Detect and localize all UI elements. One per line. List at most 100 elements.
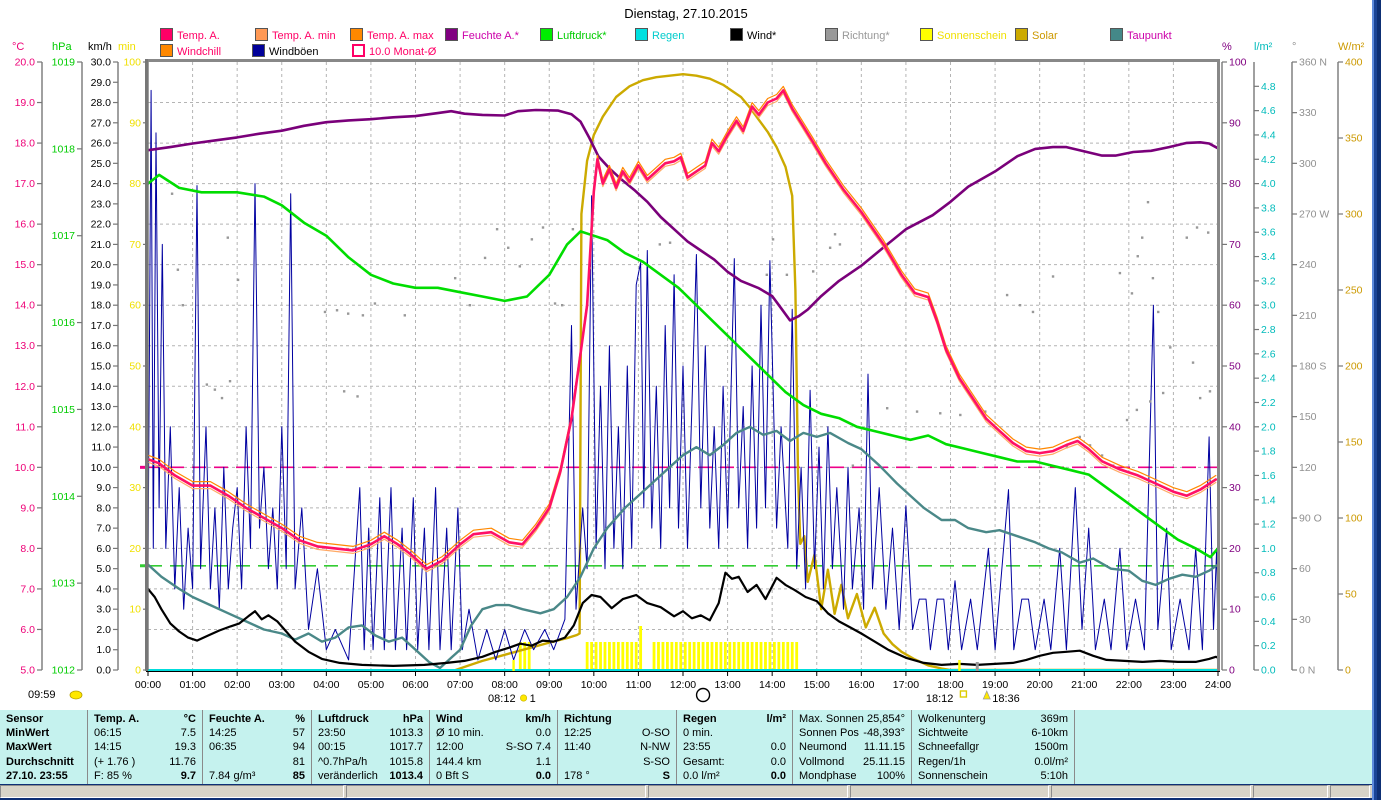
y-tick-label-lm2: 2.4 xyxy=(1261,373,1276,385)
chart-plot: 5.06.07.08.09.010.011.012.013.014.015.01… xyxy=(12,41,1365,705)
sunshine-bar xyxy=(728,642,732,670)
legend-label: Solar xyxy=(1032,30,1058,42)
table-cell: 0.0 xyxy=(770,755,786,768)
table-cell: 6-10km xyxy=(1031,727,1068,740)
wind-direction-dot xyxy=(228,380,232,383)
sunshine-bar xyxy=(599,642,602,670)
table-cell: S-SO 7.4 xyxy=(505,741,551,754)
sunshine-bar xyxy=(750,642,754,670)
y-tick-label-pct: 30 xyxy=(1229,482,1241,494)
table-cell: 100% xyxy=(876,769,905,782)
table-row: 12:00 S-SO 7.4 xyxy=(430,740,557,754)
sunshine-bar xyxy=(523,642,527,670)
sunshine-bar xyxy=(737,642,741,670)
y-tick-label-deg: 300 xyxy=(1299,158,1317,170)
y-tick-label-deg: 0 N xyxy=(1299,665,1315,677)
y-tick-label-tC: 14.0 xyxy=(15,300,36,312)
y-tick-label-kmh: 24.0 xyxy=(91,178,112,190)
table-cell: 14:25 xyxy=(209,727,237,740)
y-tick-label-hPa: 1013 xyxy=(52,578,76,590)
table-row: Luftdruck hPa xyxy=(312,712,429,726)
y-tick-label-lm2: 1.2 xyxy=(1261,519,1276,531)
table-cell: Gesamt: xyxy=(683,755,725,768)
table-cell: 0.0 xyxy=(770,741,786,754)
x-tick-label: 22:00 xyxy=(1116,679,1142,691)
x-tick-label: 05:00 xyxy=(358,679,384,691)
y-tick-label-tC: 13.0 xyxy=(15,340,36,352)
legend-item-temp-a-min: Temp. A. min xyxy=(255,28,336,42)
table-column-temp-a-: Temp. A. °C 06:15 7.5 14:15 19.3 (+ 1.76 ) 11.7… xyxy=(88,710,203,784)
y-tick-label-wm2: 350 xyxy=(1345,133,1363,145)
y-tick-label-tC: 16.0 xyxy=(15,219,36,231)
table-cell: S-SO xyxy=(643,755,670,768)
table-cell: Max. Sonnen xyxy=(799,713,864,725)
wind-direction-dot xyxy=(838,243,842,246)
y-tick-label-deg: 180 S xyxy=(1299,361,1326,373)
table-cell: 06:15 xyxy=(94,727,122,740)
table-cell: Vollmond xyxy=(799,755,845,768)
wind-direction-dot xyxy=(507,246,510,249)
table-cell: (+ 1.76 ) xyxy=(94,755,136,768)
table-cell: 12:00 xyxy=(436,741,464,754)
y-tick-label-min: 80 xyxy=(129,178,141,190)
table-row: Regen l/m² xyxy=(677,712,792,726)
y-tick-label-tC: 9.0 xyxy=(20,502,35,514)
x-tick-label: 06:00 xyxy=(402,679,428,691)
table-cell: 11.76 xyxy=(169,755,196,768)
table-column-filler xyxy=(1075,710,1372,784)
y-tick-label-pct: 10 xyxy=(1229,604,1241,616)
table-cell: Mondphase xyxy=(799,769,857,782)
y-tick-label-lm2: 4.0 xyxy=(1261,178,1276,190)
table-row: Neumond 11.11.15 xyxy=(793,740,911,754)
y-tick-label-pct: 50 xyxy=(1229,361,1241,373)
wind-direction-dot xyxy=(771,238,775,241)
legend-label: Sonnenschein xyxy=(937,30,1007,42)
y-tick-label-kmh: 23.0 xyxy=(91,198,112,210)
table-cell: 06:35 xyxy=(209,741,237,754)
table-column-regen: Regen l/m² 0 min. 23:55 0.0 Gesamt: 0.0 0.0 l/m… xyxy=(677,710,793,784)
y-tick-label-wm2: 100 xyxy=(1345,513,1363,525)
y-tick-label-wm2: 150 xyxy=(1345,437,1363,449)
y-tick-label-lm2: 2.8 xyxy=(1261,324,1276,336)
wind-direction-dot xyxy=(530,238,534,241)
table-cell: Regen xyxy=(683,713,717,725)
sunshine-bar xyxy=(639,626,643,670)
table-row: Schneefallgr 1500m xyxy=(912,740,1074,754)
y-tick-label-lm2: 0.8 xyxy=(1261,567,1276,579)
legend-label: Richtung* xyxy=(842,30,890,42)
table-row: Ø 10 min. 0.0 xyxy=(430,726,557,740)
table-cell: 23:50 xyxy=(318,727,346,740)
sunshine-bar xyxy=(710,642,714,670)
wind-direction-dot xyxy=(785,273,789,276)
table-column-info-1: Max. Sonnen 25,854° Sonnen Pos -48,393° Neum… xyxy=(793,710,912,784)
y-axis-unit-lm2: l/m² xyxy=(1254,41,1273,53)
table-cell: 1013.3 xyxy=(389,727,423,740)
y-tick-label-kmh: 6.0 xyxy=(96,543,111,555)
table-row: 14:25 57 xyxy=(203,726,311,740)
table-cell: -48,393° xyxy=(863,727,905,740)
table-cell: Schneefallgr xyxy=(918,741,980,754)
y-tick-label-tC: 17.0 xyxy=(15,178,36,190)
series-taupunkt xyxy=(146,425,1220,670)
y-tick-label-tC: 11.0 xyxy=(15,421,35,433)
y-tick-label-wm2: 250 xyxy=(1345,285,1363,297)
legend-color-swatch xyxy=(825,28,838,41)
table-cell: 85 xyxy=(292,769,305,782)
y-tick-label-kmh: 27.0 xyxy=(91,117,112,129)
wind-direction-dot xyxy=(323,310,327,314)
legend-item-regen: Regen xyxy=(635,28,684,42)
y-tick-label-lm2: 0.6 xyxy=(1261,592,1276,604)
plot-border-left xyxy=(145,59,148,671)
x-tick-label: 03:00 xyxy=(269,679,295,691)
y-tick-label-deg: 270 W xyxy=(1299,209,1329,221)
table-cell: 12:25 xyxy=(564,727,592,740)
legend-color-swatch xyxy=(920,28,933,41)
sunshine-bar xyxy=(786,642,790,670)
table-row: Sensor xyxy=(0,712,87,726)
sunshine-bar xyxy=(657,642,660,670)
table-cell: 369m xyxy=(1040,713,1068,725)
wind-direction-dot xyxy=(1149,400,1152,403)
x-tick-label: 16:00 xyxy=(848,679,874,691)
table-cell: l/m² xyxy=(766,713,786,725)
